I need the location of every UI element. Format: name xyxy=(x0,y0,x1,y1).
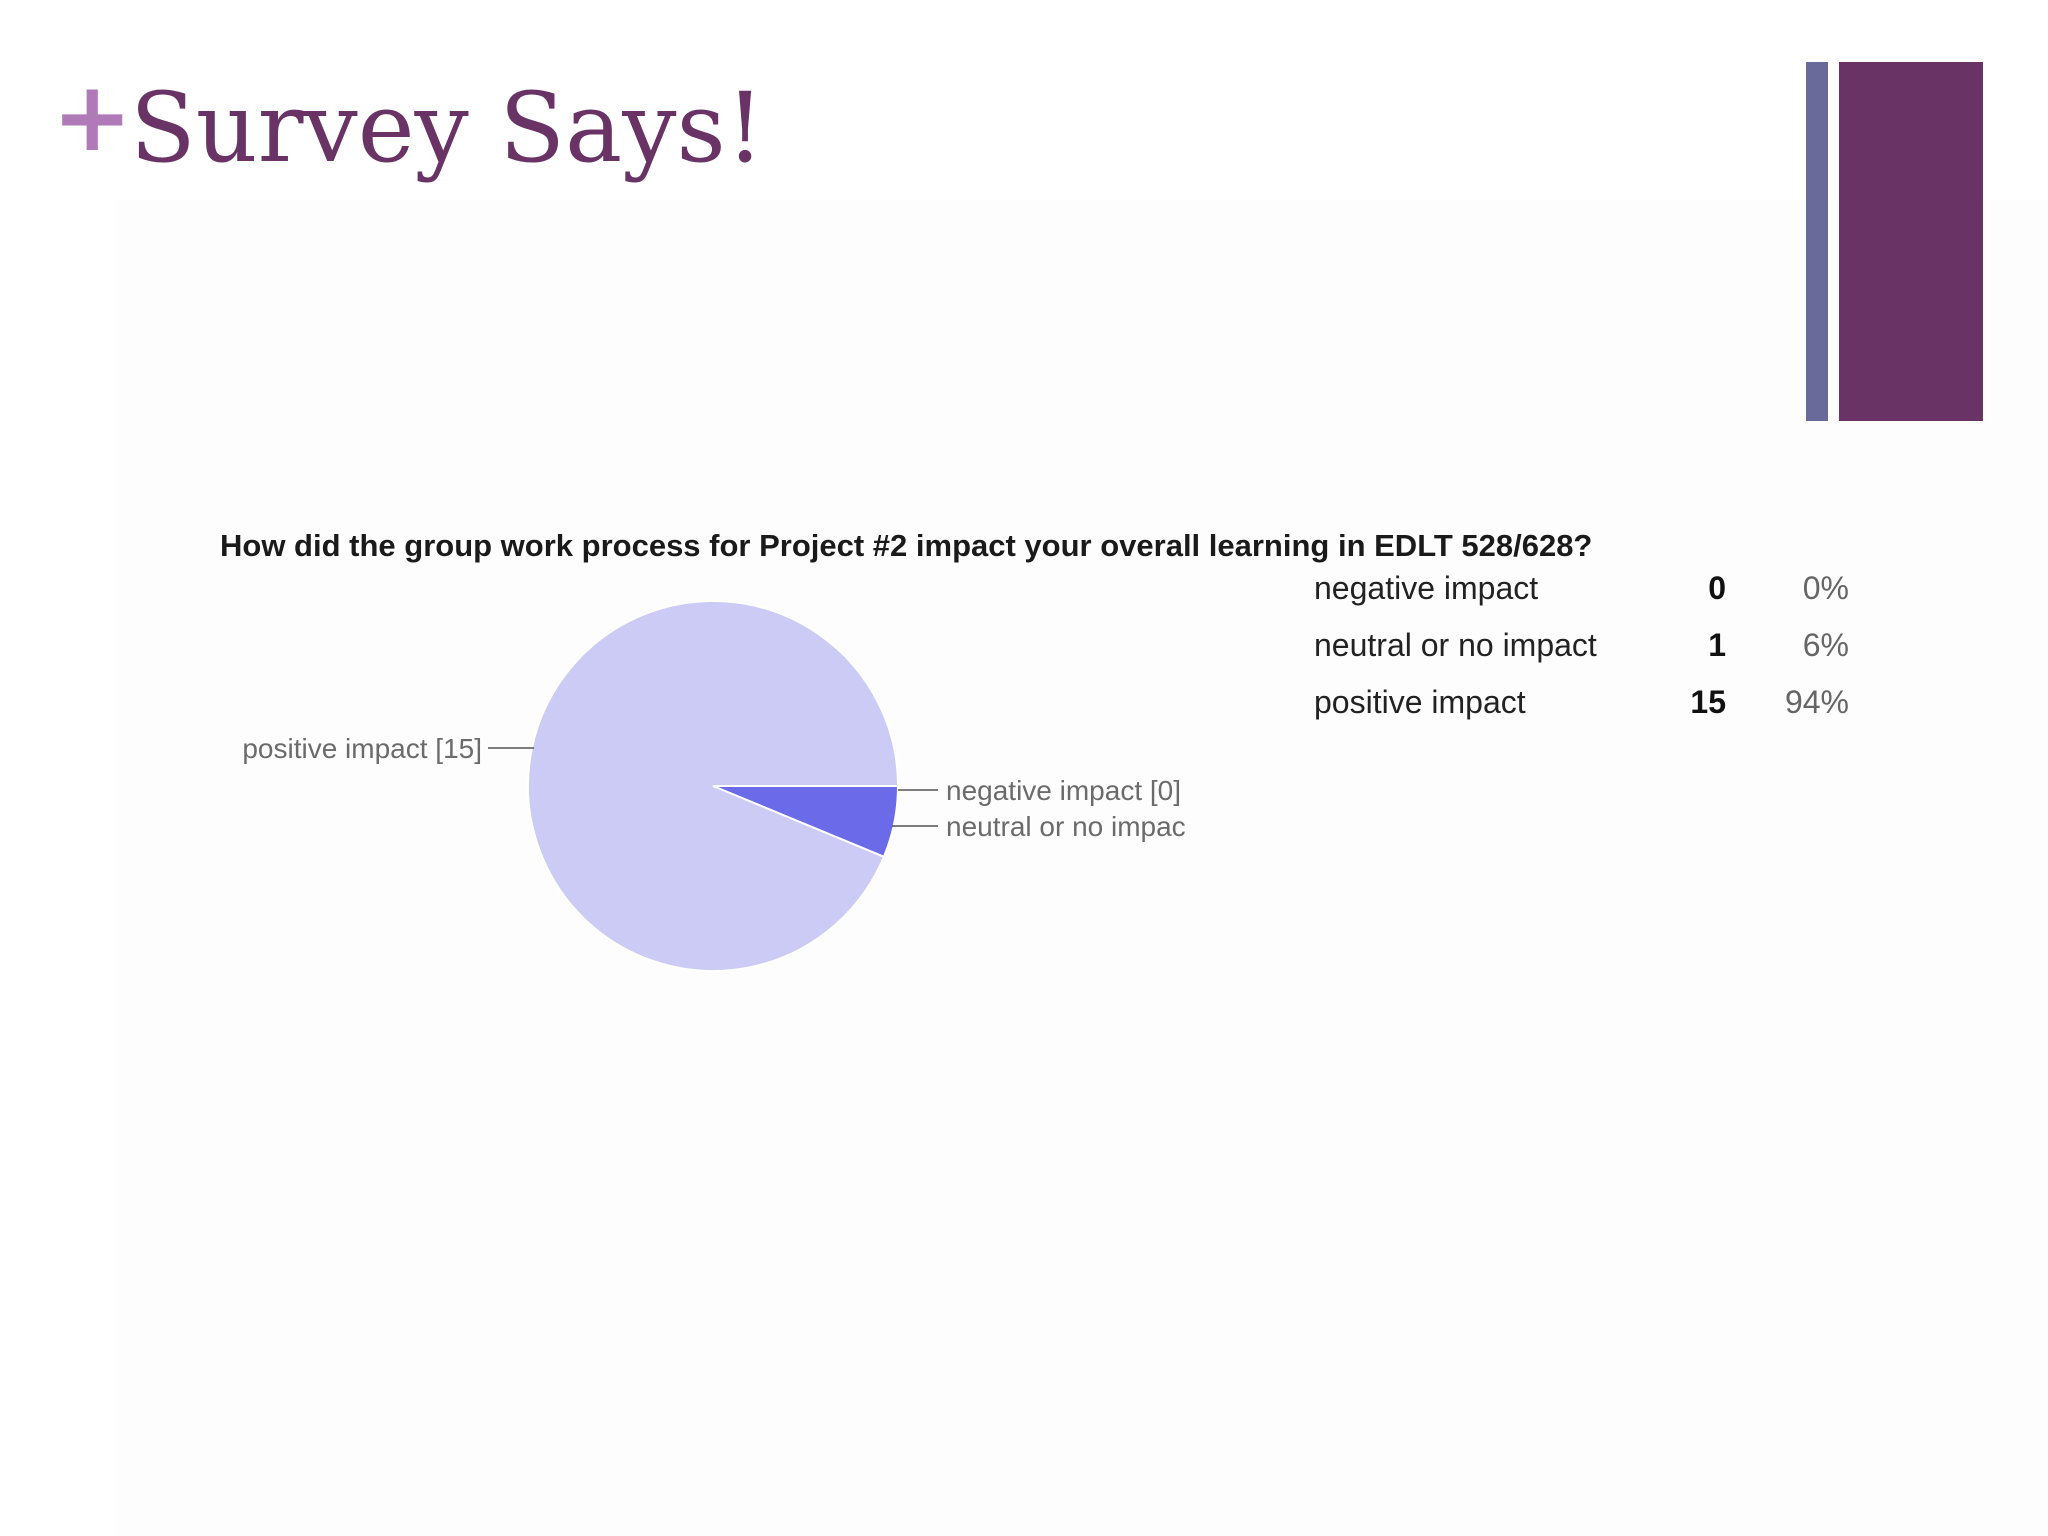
accent-bar-thin xyxy=(1806,62,1828,421)
slide-background xyxy=(115,200,2048,1536)
row-count: 15 xyxy=(1690,684,1726,720)
slice-label: positive impact [15] xyxy=(242,733,482,764)
row-label: positive impact xyxy=(1314,684,1526,720)
slice-label: negative impact [0] xyxy=(946,775,1181,806)
summary-table: negative impact 0 0% neutral or no impac… xyxy=(1300,560,1849,731)
row-count: 1 xyxy=(1708,627,1726,663)
slice-label: neutral or no impac xyxy=(946,811,1186,842)
pie-chart: negative impact [0] neutral or no impac po… xyxy=(242,600,1186,972)
row-count: 0 xyxy=(1708,570,1726,606)
chart-title: How did the group work process for Proje… xyxy=(220,528,1593,563)
table-row: neutral or no impact 1 6% xyxy=(1300,617,1849,674)
row-label: negative impact xyxy=(1314,570,1539,606)
slide-title: Survey Says! xyxy=(130,72,765,184)
row-percent: 94% xyxy=(1784,684,1849,720)
row-percent: 0% xyxy=(1802,570,1849,606)
table-row: positive impact 15 94% xyxy=(1300,674,1849,731)
table-row: negative impact 0 0% xyxy=(1300,560,1849,617)
accent-bar-wide xyxy=(1839,62,1983,421)
pie-slice-positive-impact xyxy=(527,600,900,972)
row-label: neutral or no impact xyxy=(1314,627,1597,663)
row-percent: 6% xyxy=(1802,627,1849,663)
plus-icon: + xyxy=(52,61,133,173)
